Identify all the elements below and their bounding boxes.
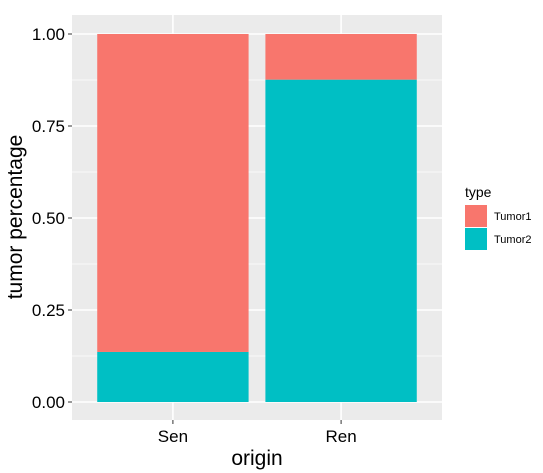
legend-title: type [465,184,492,200]
y-tick-label: 0.50 [32,209,65,228]
bar-sen-tumor1 [97,34,249,352]
y-tick-label: 0.25 [32,301,65,320]
y-tick-label: 0.75 [32,117,65,136]
legend-key-tumor2 [465,228,487,250]
y-tick-label: 1.00 [32,25,65,44]
x-tick-label-ren: Ren [325,427,356,446]
y-axis-title: tumor percentage [4,135,27,300]
legend: type Tumor1 Tumor2 [465,184,532,250]
bar-ren-tumor2 [265,79,417,402]
legend-label-tumor2: Tumor2 [494,234,532,246]
x-tick-label-sen: Sen [158,427,188,446]
x-axis: Sen Ren [158,420,357,446]
y-tick-label: 0.00 [32,393,65,412]
legend-key-tumor1 [465,205,487,227]
y-axis: 0.00 0.25 0.50 0.75 1.00 [32,25,72,412]
x-axis-title: origin [231,447,282,470]
bars [97,34,417,402]
bar-sen-tumor2 [97,351,249,402]
bar-ren-tumor1 [265,34,417,80]
legend-label-tumor1: Tumor1 [494,211,532,223]
